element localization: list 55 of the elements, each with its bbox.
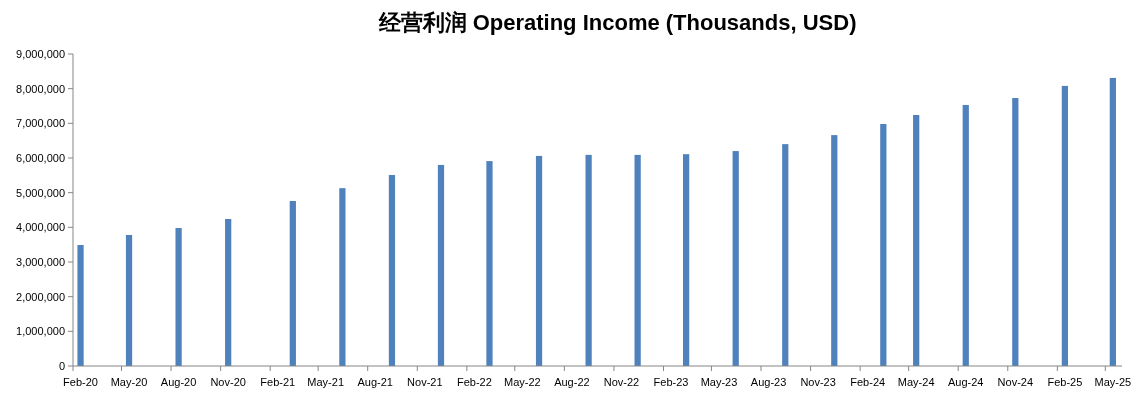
x-tick-label: Nov-20 — [210, 376, 246, 388]
x-tick-label: May-21 — [307, 376, 345, 388]
x-tick-label: Aug-24 — [948, 376, 984, 388]
x-tick-label: Aug-22 — [554, 376, 590, 388]
x-tick-label: Feb-23 — [653, 376, 689, 388]
y-tick-label: 3,000,000 — [16, 256, 65, 268]
y-tick-label: 7,000,000 — [16, 117, 65, 130]
y-tick-label: 6,000,000 — [16, 152, 65, 164]
bar — [77, 245, 84, 366]
x-tick-label: May-24 — [897, 376, 935, 388]
x-tick-label: Feb-22 — [456, 376, 492, 388]
x-tick-label: Nov-22 — [603, 376, 640, 388]
x-tick-label: May-20 — [110, 376, 148, 388]
x-tick-label: Feb-25 — [1047, 376, 1083, 388]
bar — [782, 144, 789, 366]
x-tick-label: May-22 — [504, 376, 541, 388]
bar — [831, 135, 838, 366]
x-tick-label: Feb-21 — [260, 376, 296, 388]
bar — [634, 154, 641, 366]
y-tick-label: 5,000,000 — [16, 186, 65, 199]
bar — [732, 151, 739, 366]
chart-title: 经营利润 Operating Income (Thousands, USD) — [377, 10, 857, 35]
y-tick-label: 0 — [58, 360, 65, 372]
x-tick-label: Nov-24 — [997, 376, 1034, 388]
x-tick-label: May-23 — [700, 376, 738, 388]
bar — [339, 188, 346, 366]
x-tick-label: Aug-23 — [750, 376, 787, 388]
bar — [486, 161, 493, 366]
x-tick-label: Feb-24 — [850, 376, 886, 388]
bar — [1012, 98, 1019, 366]
bar — [225, 219, 232, 366]
bar — [962, 104, 969, 366]
x-tick-label: Nov-23 — [800, 376, 836, 388]
y-tick-label: 8,000,000 — [16, 82, 65, 95]
bar — [913, 115, 920, 366]
bar — [880, 124, 887, 366]
bar — [535, 155, 543, 366]
bar — [289, 200, 296, 366]
x-tick-label: May-25 — [1094, 376, 1132, 388]
y-tick-label: 4,000,000 — [16, 221, 65, 234]
bar — [437, 164, 445, 366]
bar — [1109, 77, 1116, 366]
bar — [175, 228, 182, 366]
bar — [683, 154, 690, 366]
x-tick-label: Feb-20 — [63, 376, 98, 388]
bar — [585, 154, 592, 366]
y-tick-label: 2,000,000 — [16, 290, 65, 303]
bar — [1061, 85, 1068, 366]
y-tick-label: 1,000,000 — [16, 325, 65, 338]
bar — [388, 174, 396, 366]
x-tick-label: Aug-20 — [160, 376, 197, 388]
x-tick-label: Aug-21 — [357, 376, 393, 388]
bar — [125, 234, 133, 366]
x-tick-label: Nov-21 — [407, 376, 443, 388]
y-tick-label: 9,000,000 — [16, 48, 65, 60]
